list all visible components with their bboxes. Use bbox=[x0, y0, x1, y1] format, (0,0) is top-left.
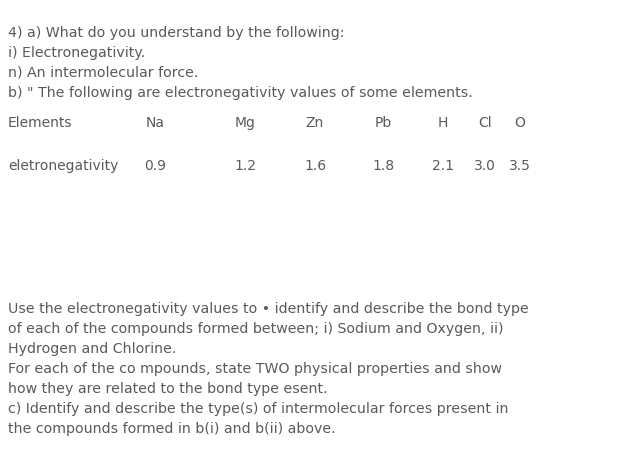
Text: 3.5: 3.5 bbox=[509, 159, 531, 173]
Text: 1.6: 1.6 bbox=[304, 159, 326, 173]
Text: of each of the compounds formed between; i) Sodium and Oxygen, ii): of each of the compounds formed between;… bbox=[8, 322, 503, 336]
Text: n) An intermolecular force.: n) An intermolecular force. bbox=[8, 66, 198, 80]
Text: how they are related to the bond type esent.: how they are related to the bond type es… bbox=[8, 382, 328, 396]
Text: Pb: Pb bbox=[374, 116, 392, 130]
Text: the compounds formed in b(i) and b(ii) above.: the compounds formed in b(i) and b(ii) a… bbox=[8, 422, 335, 436]
Text: O: O bbox=[515, 116, 525, 130]
Text: 4) a) What do you understand by the following:: 4) a) What do you understand by the foll… bbox=[8, 26, 344, 40]
Text: Elements: Elements bbox=[8, 116, 73, 130]
Text: 3.0: 3.0 bbox=[474, 159, 496, 173]
Text: Hydrogen and Chlorine.: Hydrogen and Chlorine. bbox=[8, 342, 177, 356]
Text: H: H bbox=[438, 116, 448, 130]
Text: Cl: Cl bbox=[478, 116, 492, 130]
Text: 0.9: 0.9 bbox=[144, 159, 166, 173]
Text: Na: Na bbox=[146, 116, 165, 130]
Text: Mg: Mg bbox=[235, 116, 256, 130]
Text: 1.2: 1.2 bbox=[234, 159, 256, 173]
Text: b) " The following are electronegativity values of some elements.: b) " The following are electronegativity… bbox=[8, 86, 473, 100]
Text: Zn: Zn bbox=[306, 116, 324, 130]
Text: 2.1: 2.1 bbox=[432, 159, 454, 173]
Text: 1.8: 1.8 bbox=[372, 159, 394, 173]
Text: c) Identify and describe the type(s) of intermolecular forces present in: c) Identify and describe the type(s) of … bbox=[8, 402, 508, 416]
Text: i) Electronegativity.: i) Electronegativity. bbox=[8, 46, 145, 60]
Text: eletronegativity: eletronegativity bbox=[8, 159, 118, 173]
Text: For each of the co mpounds, state TWO physical properties and show: For each of the co mpounds, state TWO ph… bbox=[8, 362, 502, 376]
Text: Use the electronegativity values to • identify and describe the bond type: Use the electronegativity values to • id… bbox=[8, 302, 529, 316]
